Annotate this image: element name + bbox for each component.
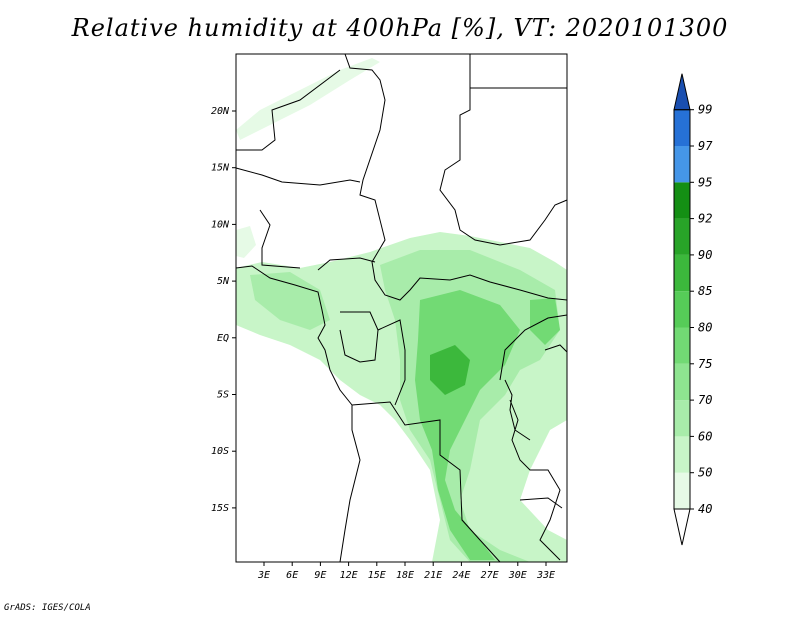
lat-tick-label: 15N xyxy=(211,163,230,174)
lat-tick-label: EQ xyxy=(217,333,229,344)
lat-tick-label: 15S xyxy=(211,503,229,514)
colorbar-label: 70 xyxy=(698,393,712,407)
country-borders xyxy=(235,53,568,563)
lon-tick-label: 30E xyxy=(508,570,527,581)
colorbar-segment xyxy=(674,109,690,146)
longitude-axis: 3E 6E 9E 12E 15E 18E 21E 24E 27E 30E 33E xyxy=(257,562,555,581)
colorbar-segment xyxy=(674,182,690,219)
latitude-axis: 20N 15N 10N 5N EQ 5S 10S 15S xyxy=(211,106,236,514)
lon-tick-label: 6E xyxy=(286,570,298,581)
lat-tick-label: 10S xyxy=(211,446,229,457)
map-title: Relative humidity at 400hPa [%], VT: 202… xyxy=(71,14,729,42)
map-frame xyxy=(235,53,568,563)
colorbar-segment xyxy=(674,218,690,255)
colorbar: 40 50 60 70 75 80 85 90 92 95 97 99 xyxy=(673,73,713,546)
colorbar-segment xyxy=(674,400,690,437)
humidity-field xyxy=(236,58,567,562)
lon-tick-label: 12E xyxy=(340,570,358,581)
colorbar-label: 97 xyxy=(698,139,713,153)
colorbar-label: 90 xyxy=(698,248,712,262)
colorbar-label: 85 xyxy=(698,284,712,298)
rh-contour-40b xyxy=(236,226,256,258)
lon-tick-label: 27E xyxy=(481,570,499,581)
colorbar-label: 50 xyxy=(698,466,712,480)
colorbar-segment xyxy=(674,363,690,401)
colorbar-segment xyxy=(674,472,690,509)
lat-tick-label: 20N xyxy=(211,106,230,117)
lat-tick-label: 5S xyxy=(217,390,229,401)
colorbar-segment xyxy=(674,146,690,183)
lon-tick-label: 33E xyxy=(536,570,555,581)
lon-tick-label: 15E xyxy=(368,570,386,581)
colorbar-label: 92 xyxy=(698,212,712,226)
colorbar-frame xyxy=(673,109,691,510)
colorbar-label: 75 xyxy=(698,357,712,371)
lon-tick-label: 18E xyxy=(396,570,414,581)
colorbar-label: 80 xyxy=(698,321,712,335)
lat-tick-label: 10N xyxy=(211,219,230,230)
colorbar-lower-triangle xyxy=(673,508,691,546)
colorbar-segment xyxy=(674,436,690,473)
colorbar-segment xyxy=(674,327,690,364)
rh-contour-75b xyxy=(530,298,560,345)
colorbar-segment xyxy=(674,254,690,292)
colorbar-segment xyxy=(674,291,690,328)
lat-tick-label: 5N xyxy=(217,276,230,287)
lon-tick-label: 21E xyxy=(424,570,442,581)
colorbar-label: 40 xyxy=(698,502,712,516)
rh-contour-60b xyxy=(250,272,330,330)
colorbar-label: 95 xyxy=(698,175,712,189)
grads-footer: GrADS: IGES/COLA xyxy=(4,603,91,613)
colorbar-upper-triangle xyxy=(673,73,691,111)
colorbar-label: 60 xyxy=(698,429,712,443)
lon-tick-label: 3E xyxy=(257,570,270,581)
rh-contour-40 xyxy=(236,58,380,140)
colorbar-label: 99 xyxy=(698,103,712,117)
rh-contour-85 xyxy=(430,345,470,395)
lon-tick-label: 24E xyxy=(452,570,470,581)
lon-tick-label: 9E xyxy=(314,570,326,581)
map-panel xyxy=(235,53,568,563)
